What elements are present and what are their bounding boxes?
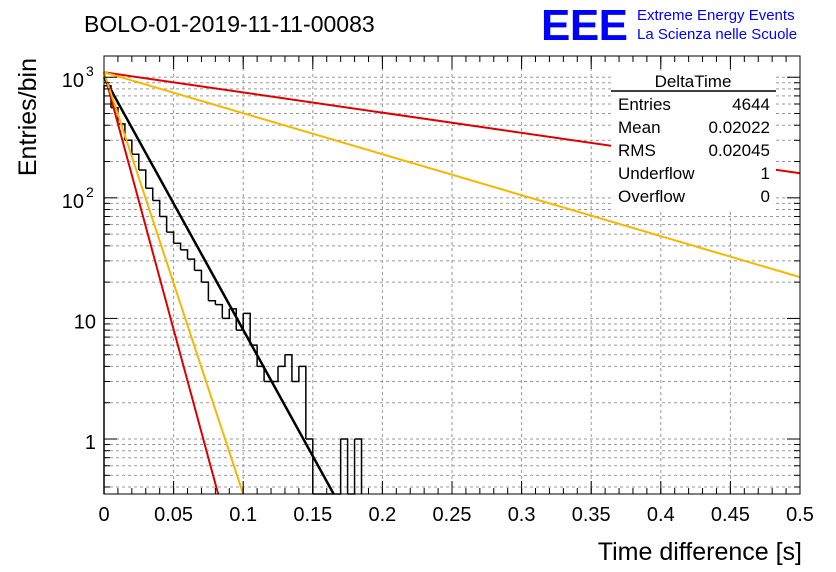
x-tick-label: 0.3 <box>508 504 536 526</box>
stats-rows: Entries 4644 Mean 0.02022 RMS 0.02045 Underflo… <box>618 95 770 206</box>
y-tick-label: 10 <box>62 70 84 92</box>
fit-curves <box>102 71 801 495</box>
stats-row-value: 1 <box>761 164 770 183</box>
histogram-bin <box>201 281 210 301</box>
eee-logo-line2: La Scienza nelle Scuole <box>637 26 797 43</box>
y-tick-exponent: 3 <box>86 63 94 79</box>
y-tick-label: 10 <box>62 191 84 213</box>
histogram-bin <box>340 438 349 494</box>
y-tick-label: 10 <box>74 311 96 333</box>
histogram-bin <box>187 258 196 271</box>
eee-logo-mark: EEE <box>541 1 628 50</box>
stats-row-value: 0.02022 <box>709 118 770 137</box>
histogram-bin <box>131 153 140 171</box>
histogram-bin <box>271 366 279 383</box>
eee-logo: EEE Extreme Energy Events La Scienza nel… <box>541 1 797 50</box>
axis-ticks <box>103 56 801 494</box>
stats-box-background <box>611 72 776 210</box>
histogram-bin <box>152 199 161 217</box>
y-tick-exponent: 2 <box>86 184 94 200</box>
run-title: BOLO-01-2019-11-11-00083 <box>84 11 375 37</box>
histogram-bin <box>257 365 265 382</box>
stats-box: DeltaTime Entries 4644 Mean 0.02022 RMS 0.020… <box>611 72 776 210</box>
y-tick-label: 1 <box>85 432 96 454</box>
grid <box>104 56 800 494</box>
stats-row-value: 4644 <box>732 95 770 114</box>
histogram-bin <box>215 303 224 319</box>
y-axis-title: Entries/bin <box>14 58 42 176</box>
stats-row-label: Overflow <box>618 187 686 206</box>
histogram-bin <box>173 242 182 250</box>
x-tick-label: 0.35 <box>572 504 611 526</box>
histogram-bin <box>298 365 307 440</box>
x-tick-label: 0.2 <box>368 504 396 526</box>
histogram-bin <box>222 308 231 320</box>
stats-row-label: Underflow <box>618 164 695 183</box>
stats-row-label: Entries <box>618 95 671 114</box>
histogram-bin <box>166 231 175 244</box>
x-tick-label: 0 <box>98 504 109 526</box>
histogram-bin <box>291 366 300 383</box>
histogram-bin <box>194 269 203 283</box>
histogram-bin <box>278 354 286 368</box>
histogram-bin <box>347 439 356 495</box>
histogram-bin <box>333 439 342 495</box>
x-tick-labels: 0 0.05 0.1 0.15 0.2 0.25 0.3 0.35 0.4 0.45 0.5 <box>98 504 813 526</box>
x-axis-title: Time difference [s] <box>598 538 802 566</box>
fit-curve-orange <box>103 71 245 495</box>
histogram-bin <box>159 215 168 233</box>
stats-row-label: Mean <box>618 118 661 137</box>
histogram-bin <box>180 249 189 260</box>
histogram-bin <box>305 438 314 494</box>
plot-area: 0 0.05 0.1 0.15 0.2 0.25 0.3 0.35 0.4 0.45 0.5 110… <box>62 55 814 526</box>
histogram-bin <box>138 169 147 189</box>
histogram-bin <box>284 353 293 382</box>
x-tick-label: 0.15 <box>293 504 332 526</box>
x-tick-label: 0.1 <box>229 504 257 526</box>
histogram-bin <box>208 300 217 305</box>
fit-curve-orange <box>103 71 801 279</box>
x-tick-label: 0.25 <box>433 504 472 526</box>
x-tick-label: 0.4 <box>647 504 675 526</box>
stats-row-value: 0.02045 <box>709 141 770 160</box>
x-tick-label: 0.05 <box>154 504 193 526</box>
histogram-bin <box>354 438 363 494</box>
stats-box-title: DeltaTime <box>655 72 732 91</box>
x-tick-label: 0.45 <box>711 504 750 526</box>
histogram-bin <box>243 312 251 346</box>
stats-row-value: 0 <box>761 187 770 206</box>
fit-curve-red <box>103 71 220 495</box>
fit-curve-black <box>102 76 335 495</box>
eee-logo-line1: Extreme Energy Events <box>637 7 795 24</box>
histogram-bin <box>145 187 154 201</box>
histogram-bin <box>103 84 112 494</box>
stats-row-label: RMS <box>618 141 656 160</box>
x-tick-label: 0.5 <box>786 504 814 526</box>
